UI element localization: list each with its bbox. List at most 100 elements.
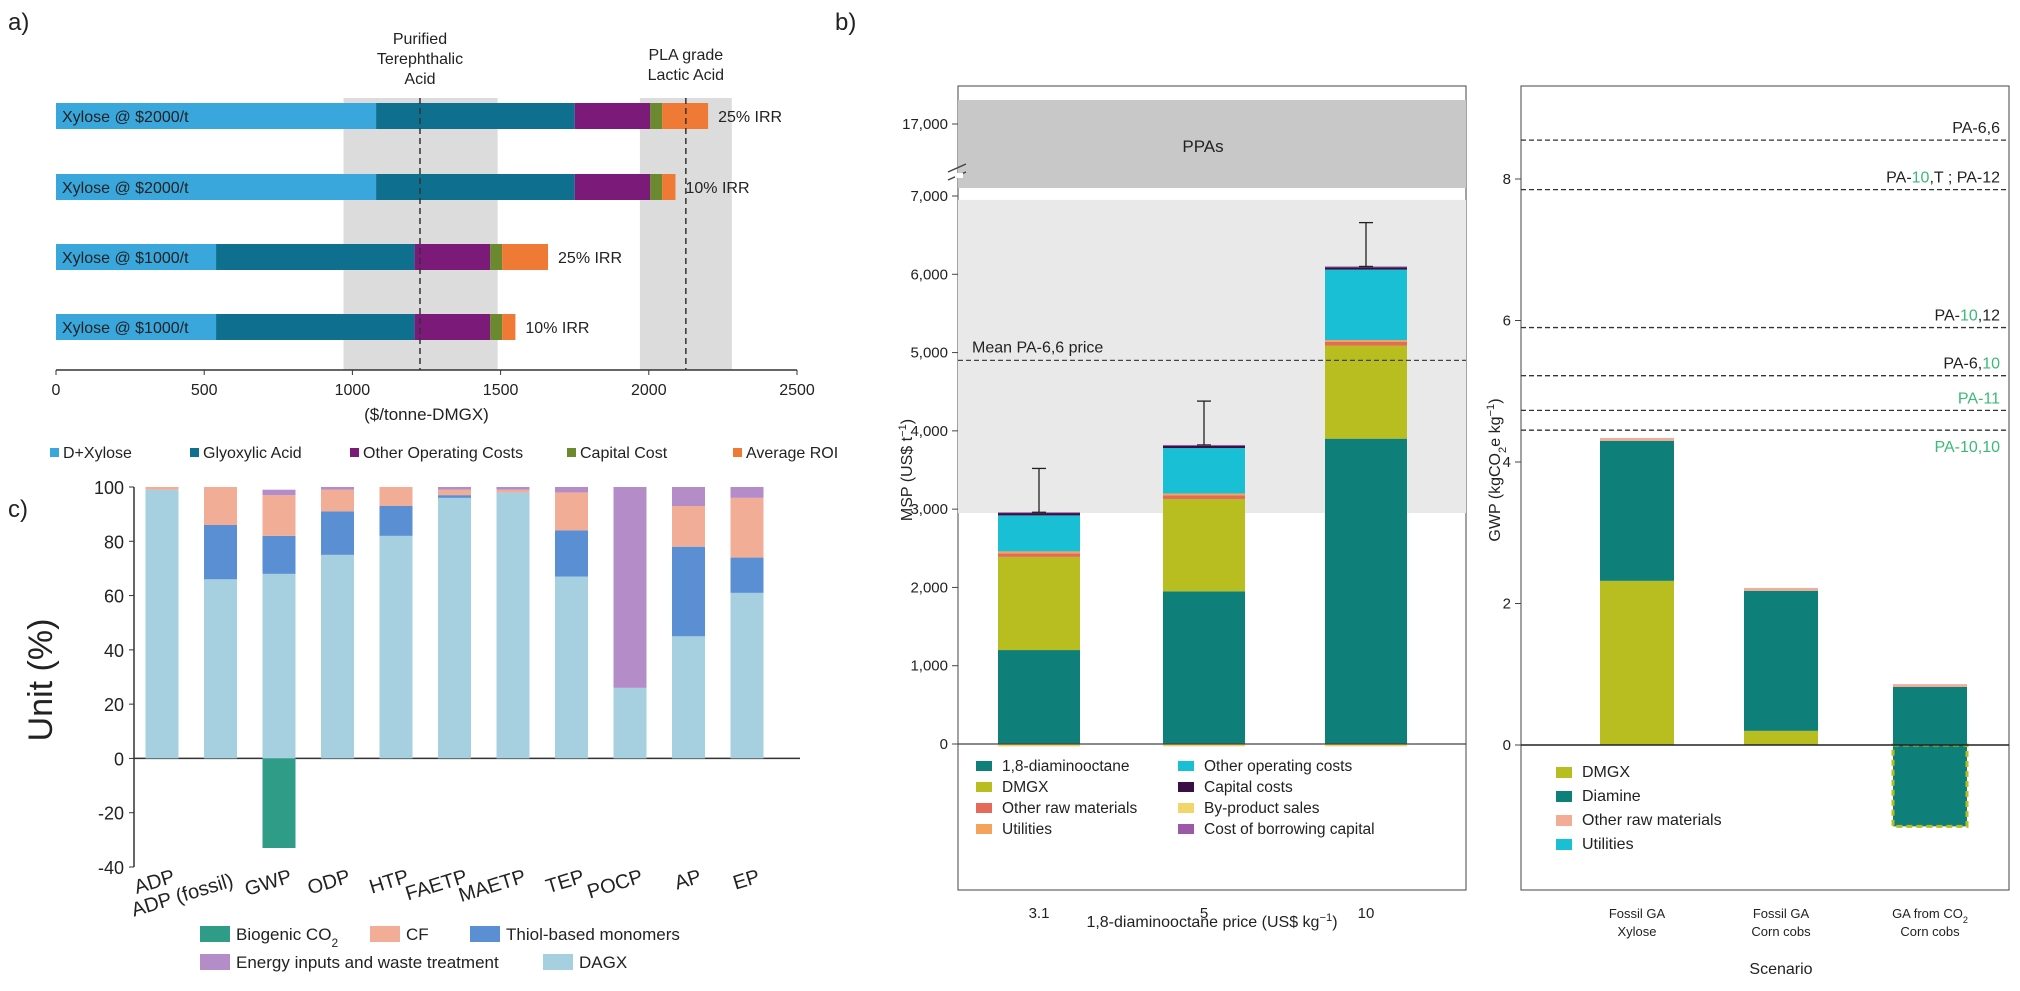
bar-segment [262, 573, 296, 759]
legend-swatch [1556, 839, 1572, 850]
bar-segment [145, 489, 179, 759]
bar-segment [56, 174, 377, 200]
x-tick-label: AP [672, 866, 704, 895]
bar-segment [1600, 437, 1674, 441]
bar-segment [1325, 269, 1407, 341]
reference-line-label: PA-10,10 [1934, 439, 2000, 456]
bar-segment [555, 492, 588, 531]
legend-swatch [976, 824, 992, 834]
bar-segment [321, 511, 354, 555]
x-tick-label: 0 [52, 382, 61, 399]
y-tick-label: 17,000 [902, 116, 948, 133]
legend-label: Biogenic CO2 [236, 925, 338, 950]
bar-segment [1744, 590, 1818, 731]
bar-segment [56, 244, 217, 270]
x-tick-label: 5 [1200, 905, 1208, 922]
bar-segment [672, 546, 705, 637]
band-label: Purified [393, 31, 447, 48]
legend-swatch [1178, 782, 1194, 792]
y-tick-label: -20 [98, 804, 124, 824]
legend-swatch [370, 926, 400, 942]
bar-segment [1893, 686, 1967, 745]
x-tick-label: Fossil GA [1753, 906, 1810, 921]
bar-segment [672, 487, 705, 506]
bar-segment [262, 758, 296, 848]
legend-swatch [733, 448, 742, 457]
y-tick-label: 7,000 [910, 188, 948, 205]
legend-label: Other raw materials [1002, 800, 1137, 817]
bar-segment [379, 487, 413, 506]
bar-segment [376, 174, 575, 200]
y-axis-label: MSP (US$ t−1) [897, 419, 916, 521]
bar-segment [1600, 580, 1674, 745]
bar-segment [650, 174, 663, 200]
x-tick-label: 500 [191, 382, 218, 399]
bar-segment [414, 244, 491, 270]
bar-segment [1163, 445, 1245, 449]
legend-swatch [976, 782, 992, 792]
reference-line-label: PA-10,T ; PA-12 [1886, 170, 2000, 187]
bar-segment [376, 103, 575, 129]
bar-segment [1325, 342, 1407, 346]
bar-segment [56, 103, 377, 129]
bar-category-label: Xylose @ $2000/t [62, 109, 189, 126]
bar-segment [672, 636, 705, 759]
y-axis-label: GWP (kgCO2e kg−1) [1485, 398, 1509, 541]
y-tick-label: 40 [104, 641, 124, 661]
legend-label: DMGX [1582, 764, 1630, 781]
bar-segment [1744, 587, 1818, 591]
x-tick-label: EP [731, 866, 763, 895]
x-tick-label: Xylose [1617, 924, 1656, 939]
bar-segment [998, 513, 1080, 516]
bar-segment [1893, 684, 1967, 687]
y-tick-label: 0 [114, 749, 124, 769]
bar-segment [1325, 438, 1407, 744]
bar-segment [613, 687, 647, 759]
irr-label: 25% IRR [718, 109, 782, 126]
x-axis-label: 1,8-diaminooctane price (US$ kg−1) [1086, 912, 1337, 931]
legend-swatch [350, 448, 359, 457]
bar-segment [730, 497, 764, 558]
bar-segment [574, 174, 651, 200]
bar-segment [1744, 730, 1818, 745]
bar-segment [672, 506, 705, 547]
x-tick-label: ODP [305, 866, 353, 900]
bar-segment [496, 492, 530, 759]
bar-segment [379, 506, 413, 536]
bar-segment [1163, 591, 1245, 744]
reference-line-label: PA-6,10 [1943, 356, 2000, 373]
irr-label: 10% IRR [525, 320, 589, 337]
legend-label: Cost of borrowing capital [1204, 821, 1375, 838]
x-tick-label: 1000 [335, 382, 371, 399]
bar-segment [216, 244, 415, 270]
legend-swatch [190, 448, 199, 457]
bar-segment [262, 495, 296, 536]
legend-swatch [976, 761, 992, 771]
x-axis-label: ($/tonne-DMGX) [364, 405, 489, 424]
legend-label: Thiol-based monomers [506, 925, 680, 944]
legend-label: Other Operating Costs [363, 445, 523, 462]
bar-segment [438, 489, 471, 496]
bar-segment [438, 497, 471, 759]
axis-break-gap [955, 173, 963, 178]
bar-segment [438, 495, 471, 498]
irr-label: 10% IRR [685, 180, 749, 197]
legend-swatch [200, 954, 230, 970]
mean-price-label: Mean PA-6,6 price [972, 339, 1103, 356]
bar-segment [998, 744, 1080, 747]
y-tick-label: 0 [940, 736, 948, 753]
x-tick-label: 2500 [779, 382, 815, 399]
x-tick-label: Corn cobs [1900, 924, 1960, 939]
legend-label: Capital costs [1204, 779, 1293, 796]
y-tick-label: 80 [104, 532, 124, 552]
bar-segment [555, 487, 588, 493]
plot-frame [1520, 85, 2010, 891]
irr-label: 25% IRR [558, 250, 622, 267]
legend-swatch [1178, 824, 1194, 834]
bar-segment [1163, 744, 1245, 747]
panel-label-a: a) [8, 9, 29, 36]
y-tick-label: 0 [1503, 737, 1511, 754]
legend-swatch [567, 448, 576, 457]
bar-segment [438, 487, 471, 490]
legend-label: CF [406, 925, 429, 944]
